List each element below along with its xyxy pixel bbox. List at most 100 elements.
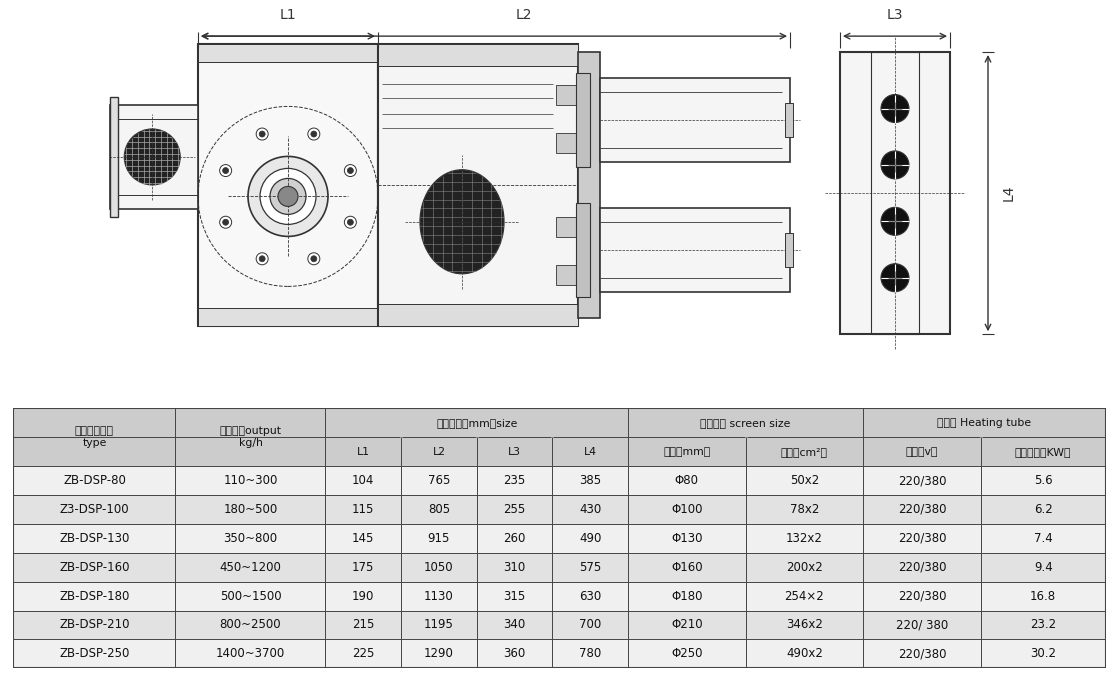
Text: 104: 104	[352, 474, 375, 487]
Text: 175: 175	[352, 561, 375, 574]
Bar	[477, 582, 553, 610]
Text: 385: 385	[579, 474, 601, 487]
Text: 1290: 1290	[424, 647, 454, 660]
Text: 直徑（mm）: 直徑（mm）	[664, 447, 711, 457]
Bar	[745, 610, 863, 639]
Bar	[745, 408, 863, 437]
Text: Φ130: Φ130	[671, 532, 703, 545]
Bar	[401, 466, 477, 495]
Text: 254×2: 254×2	[784, 589, 825, 603]
Text: 1130: 1130	[424, 589, 454, 603]
Bar	[198, 308, 378, 326]
Bar	[176, 639, 326, 668]
Text: 700: 700	[579, 618, 601, 631]
Text: L4: L4	[1002, 185, 1016, 201]
Bar	[401, 524, 477, 553]
Circle shape	[248, 157, 328, 236]
Bar	[477, 639, 553, 668]
Text: 780: 780	[579, 647, 601, 660]
Circle shape	[223, 219, 228, 225]
Text: 310: 310	[504, 561, 526, 574]
Circle shape	[345, 216, 356, 228]
Text: 220/380: 220/380	[897, 561, 947, 574]
Text: 30.2: 30.2	[1031, 647, 1056, 660]
Text: 225: 225	[352, 647, 375, 660]
Bar	[980, 639, 1106, 668]
Bar	[576, 74, 590, 167]
Bar	[13, 437, 176, 466]
Bar	[980, 437, 1106, 466]
Text: L4: L4	[584, 447, 596, 457]
Text: Φ160: Φ160	[671, 561, 703, 574]
Bar	[871, 52, 919, 334]
Text: 346x2: 346x2	[786, 618, 822, 631]
Bar	[628, 524, 745, 553]
Bar	[628, 466, 745, 495]
Text: 220/380: 220/380	[897, 589, 947, 603]
Text: 7.4: 7.4	[1034, 532, 1053, 545]
Text: 220/ 380: 220/ 380	[896, 618, 948, 631]
Text: L2: L2	[432, 447, 445, 457]
Bar	[477, 524, 553, 553]
Circle shape	[270, 178, 305, 215]
Bar	[980, 524, 1106, 553]
Text: 430: 430	[579, 503, 601, 516]
Circle shape	[881, 151, 909, 179]
Circle shape	[260, 256, 265, 262]
Bar	[745, 437, 863, 466]
Bar	[863, 582, 980, 610]
Text: ZB-DSP-160: ZB-DSP-160	[59, 561, 130, 574]
Text: 215: 215	[352, 618, 375, 631]
Bar	[628, 639, 745, 668]
Text: 490: 490	[579, 532, 601, 545]
Bar	[176, 408, 326, 437]
Text: 490x2: 490x2	[786, 647, 822, 660]
Text: ZB-DSP-250: ZB-DSP-250	[59, 647, 130, 660]
Bar	[326, 437, 401, 466]
Bar	[176, 524, 326, 553]
Circle shape	[256, 252, 269, 265]
Circle shape	[881, 207, 909, 236]
Bar	[863, 437, 980, 466]
Text: 110~300: 110~300	[224, 474, 278, 487]
Bar	[600, 78, 790, 162]
Text: 220/380: 220/380	[897, 647, 947, 660]
Bar	[477, 553, 553, 582]
Bar	[576, 203, 590, 297]
Text: 面積（cm²）: 面積（cm²）	[781, 447, 828, 457]
Bar	[553, 466, 628, 495]
Bar	[378, 304, 579, 326]
Bar	[553, 524, 628, 553]
Bar	[556, 85, 579, 105]
Circle shape	[219, 216, 232, 228]
Bar	[863, 408, 980, 437]
Text: Φ180: Φ180	[671, 589, 703, 603]
Bar	[553, 553, 628, 582]
Bar	[477, 408, 553, 437]
Bar	[13, 495, 176, 524]
Circle shape	[256, 128, 269, 140]
Text: ZB-DSP-180: ZB-DSP-180	[59, 589, 130, 603]
Bar	[176, 582, 326, 610]
Text: 産品規格型号
type: 産品規格型号 type	[75, 427, 114, 448]
Text: 115: 115	[352, 503, 375, 516]
Bar	[745, 553, 863, 582]
Text: Φ210: Φ210	[671, 618, 703, 631]
Text: 630: 630	[579, 589, 601, 603]
Text: L2: L2	[516, 8, 533, 22]
Text: 1400~3700: 1400~3700	[216, 647, 285, 660]
Circle shape	[347, 219, 354, 225]
Bar	[401, 582, 477, 610]
Bar	[326, 466, 401, 495]
Bar	[13, 524, 176, 553]
Text: 450~1200: 450~1200	[219, 561, 281, 574]
Bar	[477, 437, 553, 466]
Text: Φ80: Φ80	[675, 474, 698, 487]
Bar	[13, 408, 176, 437]
Text: 16.8: 16.8	[1031, 589, 1056, 603]
Bar	[628, 495, 745, 524]
Bar	[477, 610, 553, 639]
Bar	[13, 610, 176, 639]
Circle shape	[881, 264, 909, 292]
Bar	[110, 97, 117, 217]
